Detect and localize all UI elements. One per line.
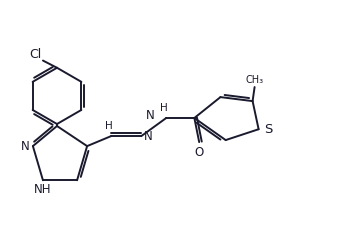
Text: Cl: Cl xyxy=(29,48,41,61)
Text: CH₃: CH₃ xyxy=(246,75,264,85)
Text: S: S xyxy=(264,123,272,136)
Text: N: N xyxy=(146,109,155,122)
Text: N: N xyxy=(144,130,153,143)
Text: H: H xyxy=(160,103,168,113)
Text: O: O xyxy=(195,146,204,159)
Text: H: H xyxy=(105,121,113,131)
Text: N: N xyxy=(21,140,30,152)
Text: NH: NH xyxy=(34,183,52,196)
